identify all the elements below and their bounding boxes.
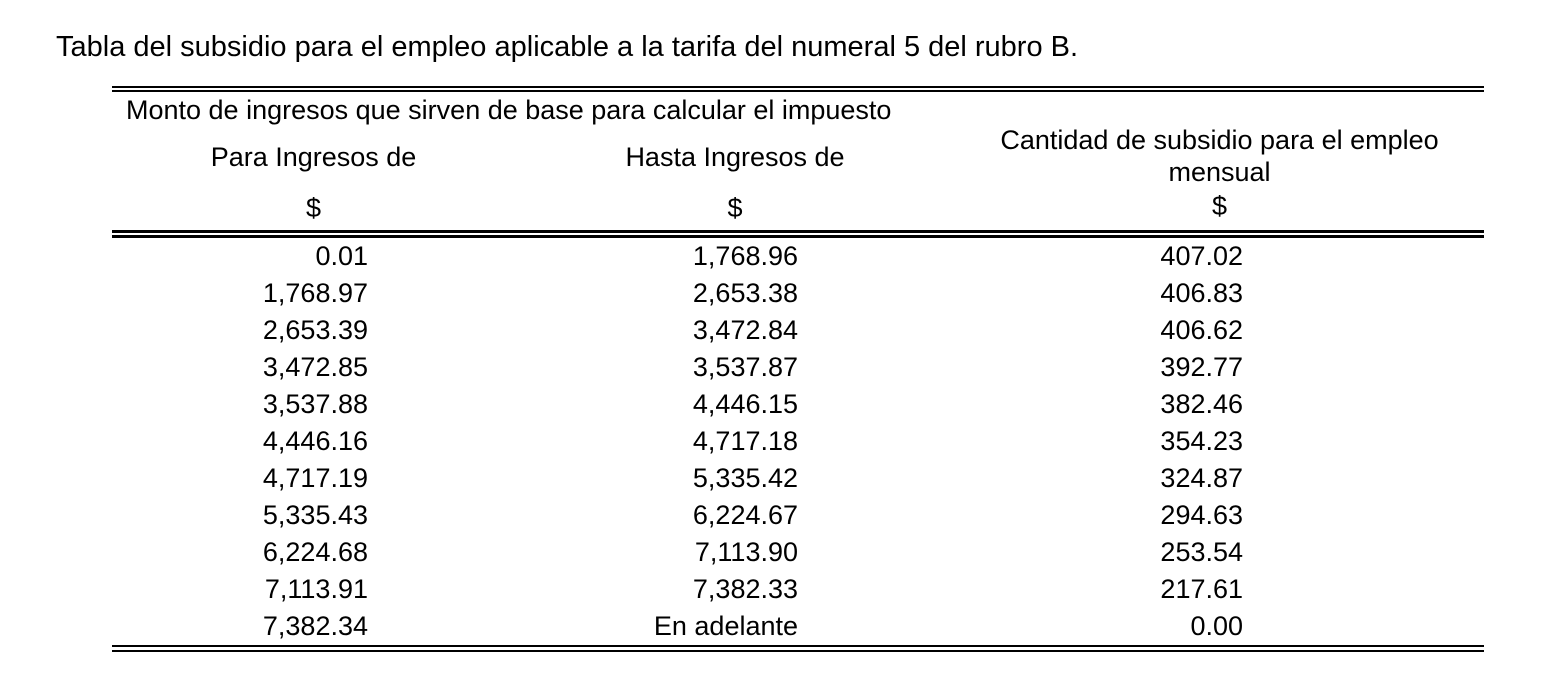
subsidy-amount-cell: 392.77 [1160,352,1244,382]
to-income-cell: 2,653.38 [692,278,799,308]
subsidy-amount-cell: 407.02 [1160,241,1244,271]
table-row: 7,382.34 En adelante 0.00 [112,608,1485,652]
to-income-cell: 7,113.90 [694,537,799,567]
to-income-cell: 4,717.18 [692,426,799,456]
table-row: 3,537.88 4,446.15 382.46 [112,386,1484,423]
to-income-cell: 7,382.33 [692,574,799,604]
table-row: 2,653.39 3,472.84 406.62 [112,312,1484,349]
subsidy-amount-cell: 354.23 [1160,426,1244,456]
subsidy-column-header: Cantidad de subsidio para el empleo mens… [955,86,1485,238]
subsidy-amount-cell: 0.00 [955,608,1485,652]
from-income-cell: 0.01 [315,241,368,271]
from-income-cell: 7,382.34 [112,608,515,652]
subsidy-table: Monto de ingresos que sirven de base par… [112,86,1485,652]
to-income-cell: 3,537.87 [692,352,799,382]
from-income-column-label: Para Ingresos de [210,142,417,172]
subsidy-amount-cell: 294.63 [1160,500,1244,530]
table-row: 5,335.43 6,224.67 294.63 [112,497,1484,534]
subsidy-currency-sign: $ [1212,191,1228,221]
to-income-column-label: Hasta Ingresos de [625,142,845,172]
subsidy-amount-cell: 406.83 [1160,278,1244,308]
subsidy-amount-cell: 406.62 [1160,315,1244,345]
header-row-group: Monto de ingresos que sirven de base par… [112,86,1485,238]
to-income-currency-sign: $ [515,186,956,238]
table-row: 0.01 1,768.96 407.02 [112,234,1484,275]
subsidy-amount-cell: 382.46 [1160,389,1244,419]
subsidy-column-label: Cantidad de subsidio para el empleo mens… [1000,125,1439,187]
table-title: Tabla del subsidio para el empleo aplica… [56,31,1079,63]
to-income-cell: 6,224.67 [692,500,799,530]
to-income-cell: En adelante [515,608,956,652]
header-row-currency: $ $ [112,186,1484,238]
to-income-cell: 3,472.84 [692,315,799,345]
table-body: 0.01 1,768.96 407.02 1,768.97 2,653.38 4… [112,234,1485,652]
from-income-cell: 2,653.39 [262,315,368,345]
table-row: 3,472.85 3,537.87 392.77 [112,349,1484,386]
table-header: Monto de ingresos que sirven de base par… [112,86,1485,238]
from-income-cell: 3,537.88 [262,389,368,419]
from-income-cell: 4,446.16 [262,426,368,456]
income-base-group-header: Monto de ingresos que sirven de base par… [112,86,956,128]
table-row: 7,113.91 7,382.33 217.61 [112,571,1484,608]
from-income-cell: 3,472.85 [262,352,368,382]
table-row: 6,224.68 7,113.90 253.54 [112,534,1484,571]
subsidy-amount-cell: 253.54 [1160,537,1244,567]
from-income-cell: 7,113.91 [264,574,368,604]
to-income-cell: 1,768.96 [692,241,799,271]
from-income-cell: 5,335.43 [262,500,368,530]
table-row: 4,717.19 5,335.42 324.87 [112,460,1484,497]
table-row: 1,768.97 2,653.38 406.83 [112,275,1484,312]
header-row-labels: Para Ingresos de Hasta Ingresos de [112,128,1484,186]
from-income-cell: 1,768.97 [262,278,368,308]
to-income-cell: 4,446.15 [692,389,799,419]
subsidy-amount-cell: 217.61 [1160,574,1244,604]
to-income-cell: 5,335.42 [692,463,799,493]
from-income-currency-sign: $ [112,186,515,238]
from-income-cell: 4,717.19 [262,463,368,493]
from-income-cell: 6,224.68 [262,537,368,567]
table-row: 4,446.16 4,717.18 354.23 [112,423,1484,460]
subsidy-amount-cell: 324.87 [1160,463,1244,493]
